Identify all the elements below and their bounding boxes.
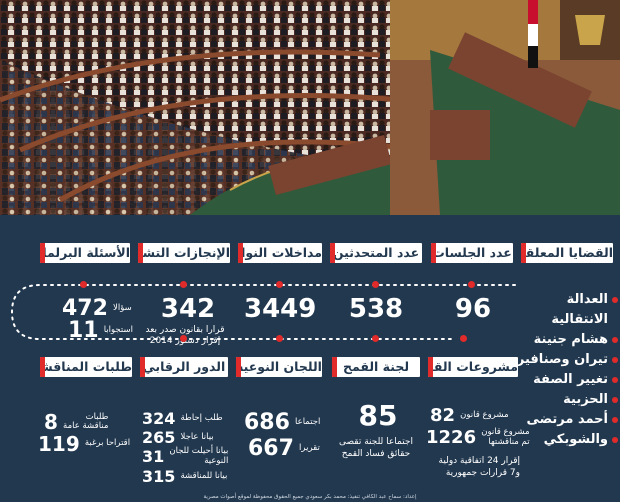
header-specialized-committees: اللجان النوعية <box>236 357 322 377</box>
pending-issue: أحمد مرتضى <box>510 410 618 430</box>
referred-statements: بيانا أحيلت للجان النوعية 31 <box>142 446 230 466</box>
discussed-laws: مشروع قانون تم مناقشتها 1226 <box>426 427 532 448</box>
general-discussion-value: 8 <box>44 410 58 434</box>
wish-proposals-value: 119 <box>38 432 80 456</box>
header-pending-issues: القضايا المعلقة <box>521 243 613 263</box>
general-discussion-label-1: طلبات <box>85 411 109 422</box>
general-discussion-label: طلبات مناقشة عامة <box>63 411 109 432</box>
draft-laws-value: 82 <box>430 405 456 426</box>
discussion-statements-label: بيانا للمناقشة <box>180 470 228 481</box>
legislative-note-1: قرارا بقانون صدر بعد <box>145 325 225 335</box>
header-wheat-committee: لجنة القمح <box>332 357 420 377</box>
timeline-dot <box>468 281 475 288</box>
pending-issue-cont: الحزبية <box>510 390 618 410</box>
speakers-value: 538 <box>348 294 404 324</box>
committee-reports-value: 667 <box>248 436 294 461</box>
timeline-dot <box>276 281 283 288</box>
agreements-line-2: و7 قرارات جمهورية <box>445 468 520 478</box>
draft-laws: مشروع قانون 82 <box>430 405 511 426</box>
header-draft-laws: مشروعات القوانين <box>428 357 518 377</box>
legislative-value: 342 <box>160 294 216 324</box>
general-discussion-label-2: مناقشة عامة <box>63 421 109 431</box>
committee-meetings: اجتماعا 686 <box>244 410 322 435</box>
questions-count: سؤالا 472 <box>62 296 134 321</box>
committee-reports-label: تقريرا <box>299 442 320 453</box>
referred-statements-label: بيانا أحيلت للجان النوعية <box>169 446 229 466</box>
sessions-value: 96 <box>454 294 492 324</box>
committee-meetings-value: 686 <box>244 410 290 435</box>
briefing-requests-label: طلب إحاطة <box>180 412 223 423</box>
draft-laws-label: مشروع قانون <box>460 409 509 420</box>
wheat-value: 85 <box>358 399 398 432</box>
header-discussion-requests: طلبات المناقشة <box>40 357 132 377</box>
pending-issue: هشام جنينة <box>510 330 618 350</box>
pending-issue: تيران وصنافير <box>510 350 618 370</box>
timeline-dot <box>372 335 379 342</box>
wish-proposals-label: اقتراحا برغبة <box>84 438 131 449</box>
discussed-laws-label: مشروع قانون تم مناقشتها <box>481 427 530 447</box>
header-sessions-count: عدد الجلسات <box>431 243 513 263</box>
header-oversight-role: الدور الرقابي <box>140 357 228 377</box>
timeline-dot <box>180 335 187 342</box>
committee-reports: تقريرا 667 <box>248 436 322 461</box>
timeline-dot <box>460 335 467 342</box>
referred-statements-label-2: النوعية <box>204 455 229 466</box>
interpellations-label: استجوابا <box>103 324 133 335</box>
header-parliamentary-questions: الأسئلة البرلمانية <box>40 243 130 263</box>
header-speakers-count: عدد المتحدثين <box>330 243 422 263</box>
urgent-statements-label: بيانا عاجلا <box>180 431 214 442</box>
interventions-value: 3449 <box>244 294 317 324</box>
discussed-laws-value: 1226 <box>426 427 477 448</box>
header-mp-interventions: مداخلات النواب <box>238 243 322 263</box>
credits-footer: إعداد: سماح عبد الكافي تنفيذ: محمد بكر س… <box>203 494 417 500</box>
parliament-photo <box>0 0 620 215</box>
briefing-requests: طلب إحاطة 324 <box>142 408 225 428</box>
questions-label: سؤالا <box>113 302 132 313</box>
discussion-statements-value: 315 <box>142 467 176 486</box>
referred-statements-value: 31 <box>142 447 165 466</box>
urgent-statements: بيانا عاجلا 265 <box>142 427 216 447</box>
discussed-laws-label-2: تم مناقشتها <box>488 436 530 447</box>
questions-value: 472 <box>62 296 108 321</box>
legislative-note-2: إقرار دستور 2014 <box>149 336 221 346</box>
urgent-statements-value: 265 <box>142 428 176 447</box>
wheat-note-2: حقائق فساد القمح <box>341 449 411 459</box>
agreements-line-1: إقرار 24 اتفاقية دولية <box>438 456 520 466</box>
pending-issue: العدالة الانتقالية <box>510 290 618 330</box>
timeline-dot <box>276 335 283 342</box>
timeline-dot <box>80 281 87 288</box>
briefing-requests-value: 324 <box>142 409 176 428</box>
interpellations-value: 11 <box>68 318 99 343</box>
discussed-laws-label-1: مشروع قانون <box>481 427 530 438</box>
interpellations-count: استجوابا 11 <box>68 318 135 343</box>
timeline-dot <box>180 281 187 288</box>
discussion-statements: بيانا للمناقشة 315 <box>142 466 229 486</box>
referred-statements-label-1: بيانا أحيلت للجان <box>169 446 229 457</box>
committee-meetings-label: اجتماعا <box>295 416 321 427</box>
header-legislative-achievements: الإنجازات التشريعية <box>138 243 230 263</box>
pending-issue: تغيير الصفة <box>510 370 618 390</box>
pending-issues-list: العدالة الانتقالية هشام جنينة تيران وصنا… <box>510 290 618 450</box>
pending-issue-cont: والشوبكي <box>510 430 618 450</box>
timeline-dot <box>372 281 379 288</box>
wish-proposals: اقتراحا برغبة 119 <box>38 432 132 456</box>
general-discussion: طلبات مناقشة عامة 8 <box>44 410 110 434</box>
wheat-note-1: اجتماعا للجنة تقصى <box>339 437 413 447</box>
timeline-path <box>10 284 516 340</box>
